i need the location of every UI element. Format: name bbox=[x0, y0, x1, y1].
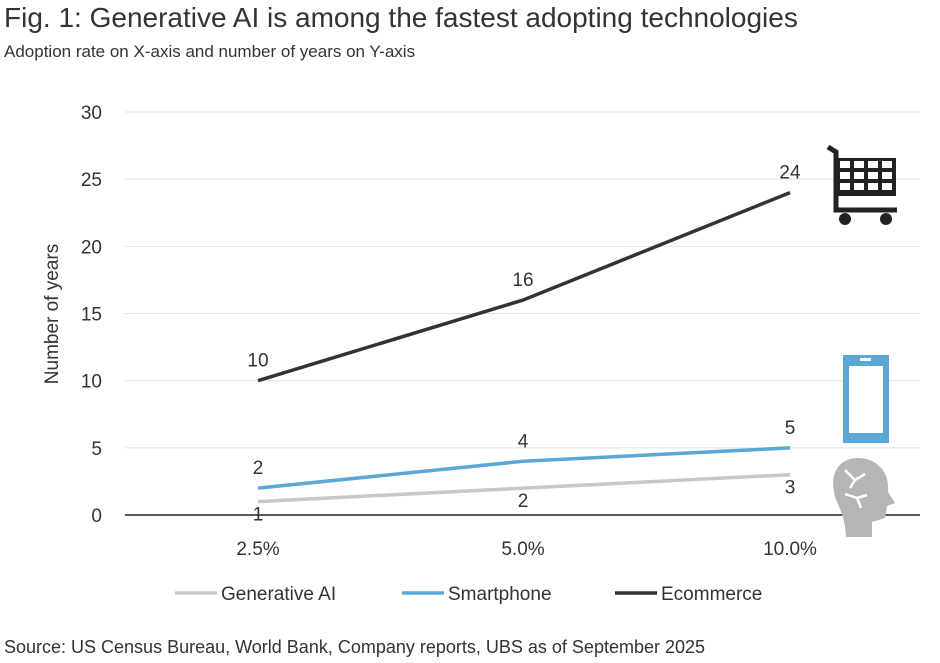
y-tick-label: 30 bbox=[81, 103, 102, 124]
data-label: 2 bbox=[518, 491, 529, 512]
series-line-ecommerce bbox=[257, 190, 791, 383]
series-line-smartphone bbox=[257, 446, 791, 490]
data-label: 2 bbox=[253, 458, 264, 479]
y-tick-label: 5 bbox=[91, 439, 102, 460]
brain-head-icon bbox=[833, 458, 895, 537]
y-tick-label: 15 bbox=[81, 305, 102, 326]
series-line-generative-ai bbox=[257, 472, 791, 504]
data-label: 10 bbox=[247, 351, 268, 372]
smartphone-icon bbox=[843, 355, 889, 443]
chart-subtitle: Adoption rate on X-axis and number of ye… bbox=[4, 42, 416, 61]
data-label: 16 bbox=[512, 270, 533, 291]
data-label: 3 bbox=[785, 478, 796, 499]
x-tick-label: 2.5% bbox=[236, 539, 279, 560]
source-note: Source: US Census Bureau, World Bank, Co… bbox=[4, 637, 706, 657]
legend-label: Ecommerce bbox=[661, 584, 762, 605]
legend-label: Smartphone bbox=[448, 584, 552, 605]
legend-label: Generative AI bbox=[221, 584, 336, 605]
data-label: 1 bbox=[253, 505, 264, 526]
y-tick-label: 20 bbox=[81, 237, 102, 258]
y-axis-label: Number of years bbox=[42, 244, 63, 384]
x-tick-label: 5.0% bbox=[501, 539, 544, 560]
data-label: 5 bbox=[785, 418, 796, 439]
data-label: 24 bbox=[779, 163, 801, 184]
shopping-cart-icon bbox=[826, 144, 897, 225]
y-tick-label: 0 bbox=[91, 506, 102, 527]
x-tick-label: 10.0% bbox=[763, 539, 817, 560]
y-tick-label: 10 bbox=[81, 372, 102, 393]
chart-title: Fig. 1: Generative AI is among the faste… bbox=[4, 2, 798, 33]
data-label: 4 bbox=[518, 431, 529, 452]
y-tick-label: 25 bbox=[81, 170, 102, 191]
